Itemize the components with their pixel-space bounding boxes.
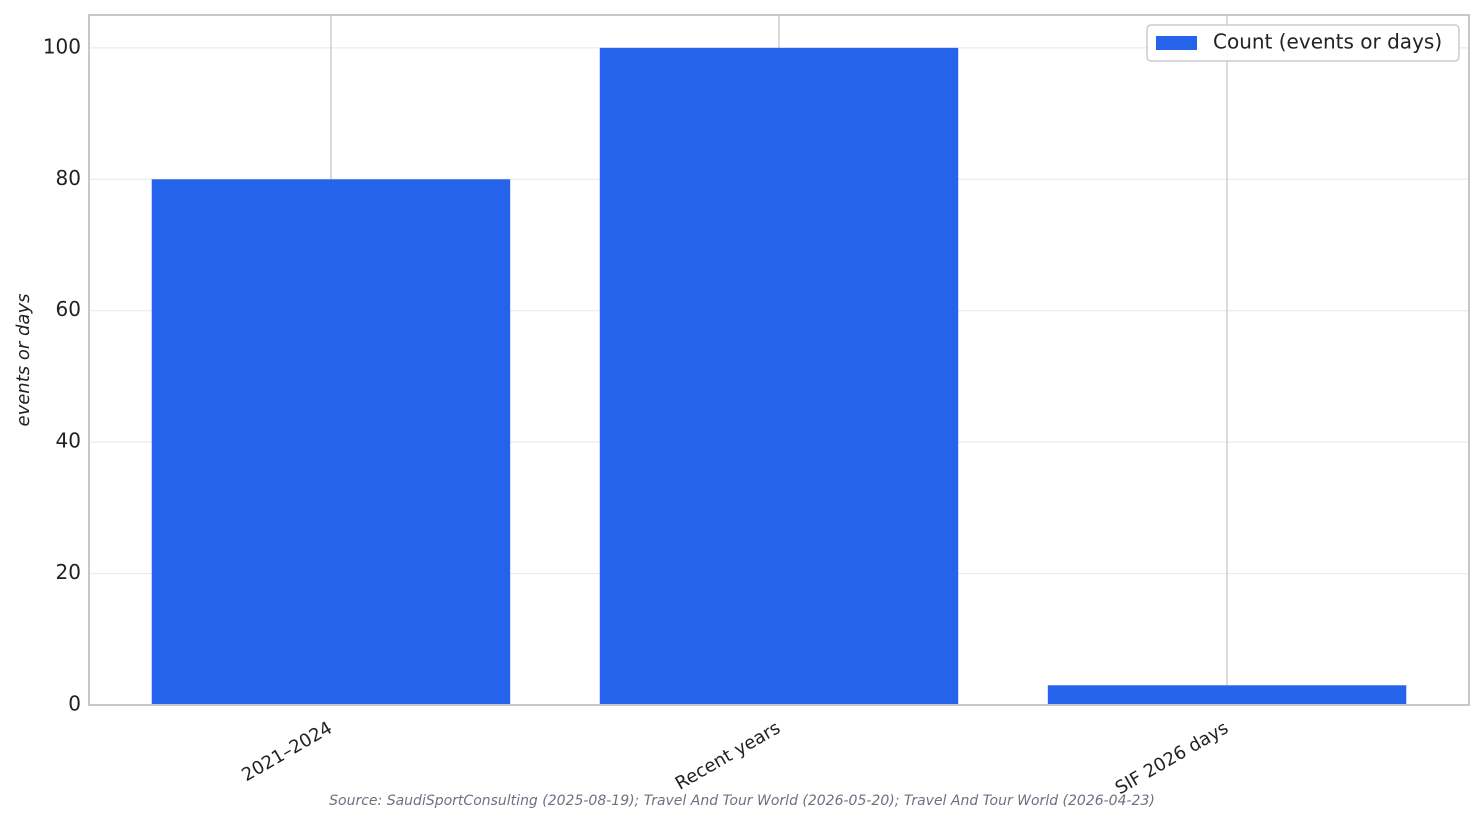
source-note: Source: SaudiSportConsulting (2025-08-19… [329,793,1155,809]
x-tick-label: Recent years [672,717,784,794]
bar [151,179,511,706]
x-tick-label: SIF 2026 days [1112,717,1232,799]
y-tick-label: 20 [56,560,81,584]
y-tick-label: 60 [56,297,81,321]
x-tick-label: 2021–2024 [238,717,336,785]
bar [599,47,959,706]
y-tick-label: 100 [43,34,81,58]
bar [1047,685,1407,705]
plot-frame [88,14,1470,706]
y-tick-label: 0 [68,692,81,716]
legend-box [1146,24,1460,62]
y-tick-label: 40 [56,429,81,453]
legend-label: Count (events or days) [1213,30,1442,54]
y-tick-label: 80 [56,166,81,190]
legend-swatch [1156,36,1197,50]
y-axis-label: events or days [13,294,34,427]
